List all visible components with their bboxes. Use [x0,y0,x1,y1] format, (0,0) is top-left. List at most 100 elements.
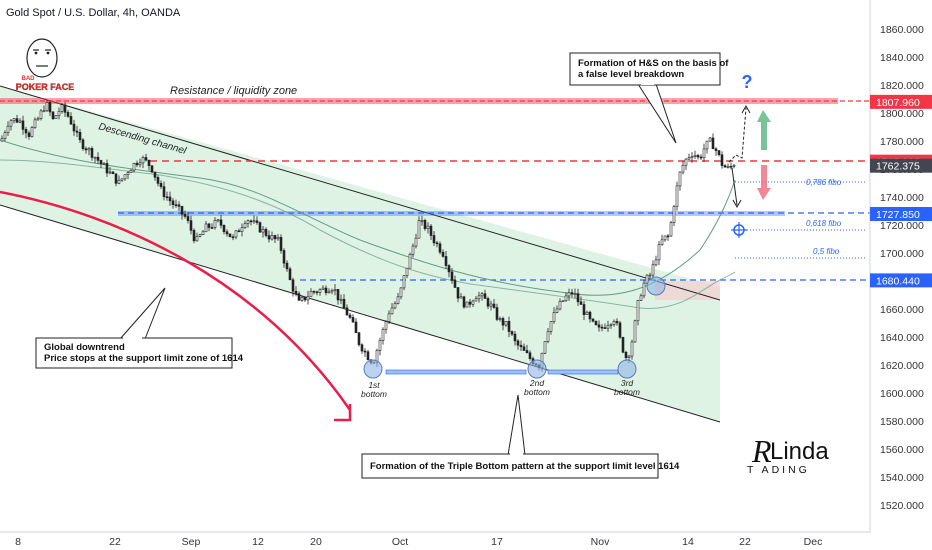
candle-up [684,158,688,166]
candle-down [135,162,139,166]
linda-trading-logo: R Linda T ADING [747,433,829,476]
x-tick-label: Oct [392,536,408,548]
y-axis-ticks: 1860.000 1840.000 1820.000 1800.000 1780.000… [880,24,924,512]
candle-up [732,165,736,167]
ma-slow [0,139,736,296]
candle-down [69,116,73,125]
candle-up [333,289,337,291]
candle-down [501,318,505,326]
candle-down [237,230,241,233]
candle-up [396,296,400,304]
candle-up [549,321,553,332]
y-tick-label: 1800.000 [880,108,924,120]
candle-up [390,307,394,315]
candle-down [174,204,178,207]
candle-up [465,301,469,308]
candle-down [81,139,85,150]
candle-down [714,148,718,151]
candle-down [285,262,289,270]
price-label-bg [870,94,932,109]
candle-down [180,206,184,215]
candle-up [45,102,49,112]
candle-down [723,165,727,168]
hs-text-2: a false level breakdown [578,69,684,80]
candle-down [168,196,172,202]
y-tick-label: 1820.000 [880,80,924,92]
candle-up [408,254,412,269]
channel-lower-line [0,204,721,423]
candle-down [615,320,619,324]
candle-down [324,287,328,294]
candle-down [279,237,283,251]
candle-up [33,119,37,128]
candle-up [477,295,481,300]
candle-up [471,300,475,305]
candle-down [291,279,295,292]
candle-up [561,300,565,303]
candle-up [402,275,406,289]
candle-down [345,307,349,316]
candle-up [687,157,691,160]
candle-down [348,314,352,318]
candle-down [210,227,214,229]
candle-down [516,340,520,346]
candle-down [603,327,607,329]
candle-down [258,222,262,233]
candle-up [675,185,679,207]
candle-down [486,298,490,307]
channel-upper-line [0,85,721,301]
candle-up [393,303,397,309]
downtrend-curve [0,190,352,411]
price-label: 1807.960 [876,97,920,109]
target-icon [731,222,747,238]
fibo-5-label: 0,5 fibo [813,247,840,256]
candle-up [36,118,40,121]
candle-up [627,355,631,358]
candle-down [51,111,55,120]
candle-down [522,346,526,351]
x-tick-label: 22 [739,536,751,548]
candle-up [606,325,610,329]
candle-down [273,235,277,240]
candle-up [387,313,391,322]
candle-up [420,220,424,222]
candle-up [678,171,682,187]
bottom-link-1 [385,369,527,375]
candle-down [507,321,511,332]
candle-down [717,150,721,156]
candle-down [591,318,595,322]
candle-down [282,250,286,264]
candle-down [105,163,109,174]
candle-down [225,231,229,235]
candle-down [264,228,268,236]
candle-down [576,293,580,303]
candle-up [54,115,58,120]
price-label: 1762.375 [876,161,920,173]
candle-down [336,289,340,301]
candle-down [699,156,703,159]
price-label: 1680.440 [876,275,920,287]
candle-up [381,328,385,341]
candle-up [378,340,382,351]
candle-down [72,123,76,132]
candle-down [462,296,466,308]
logo-subtitle: T ADING [747,464,810,476]
hs-callout: Formation of H&S on the basis of a false… [569,52,729,144]
candle-up [459,296,463,299]
candle-up [726,165,730,168]
candle-up [120,178,124,181]
candle-up [651,264,655,276]
candle-down [582,304,586,315]
candle-up [216,219,220,222]
candle-down [288,268,292,281]
candle-down [483,293,487,299]
candle-down [711,137,715,150]
candle-up [321,287,325,290]
triple-text: Formation of the Triple Bottom pattern a… [370,461,680,472]
x-tick-label: 22 [109,536,121,548]
candle-down [114,173,118,184]
candle-up [585,311,589,315]
candle-up [417,220,421,239]
forecast-down-head [732,199,742,209]
